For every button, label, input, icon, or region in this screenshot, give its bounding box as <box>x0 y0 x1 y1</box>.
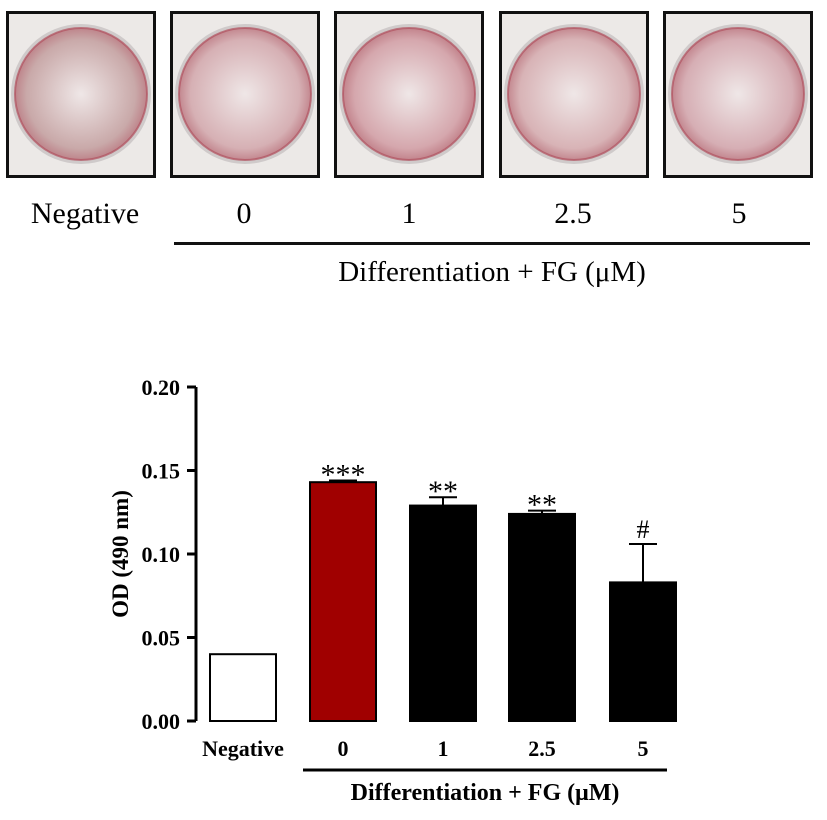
dish-photo-row <box>0 0 827 190</box>
dish-label-4: 2.5 <box>554 197 592 230</box>
y-tick-label-1: 0.05 <box>142 626 181 651</box>
photo-group-label: Differentiation + FG (μM) <box>338 256 646 288</box>
y-tick-label-3: 0.15 <box>142 459 181 484</box>
y-tick-label-0: 0.00 <box>142 709 181 734</box>
bar-2.5 <box>508 512 576 722</box>
dish-label-1: Negative <box>30 197 140 230</box>
od-bar-chart: 0.00 0.05 0.10 0.15 0.20 OD (490 nm) Negative *… <box>108 375 677 806</box>
bar-Negative <box>209 653 277 723</box>
bar-5 <box>609 581 677 722</box>
chart-group-label: Differentiation + FG (μM) <box>351 780 620 806</box>
y-axis-label: OD (490 nm) <box>108 490 133 618</box>
x-tick-label-1: 0 <box>338 736 349 761</box>
bar-1 <box>409 504 477 722</box>
dish-photo-1 <box>6 11 156 178</box>
x-tick-label-3: 2.5 <box>528 736 556 761</box>
dish-label-3: 1 <box>401 197 417 230</box>
significance-label-3: ** <box>527 489 557 522</box>
dish-photo-2 <box>170 11 320 178</box>
y-tick-label-4: 0.20 <box>142 375 181 400</box>
dish-photo-3 <box>334 11 484 178</box>
dish-photo-5 <box>663 11 813 178</box>
significance-label-4: # <box>637 515 650 544</box>
significance-label-1: *** <box>321 459 366 492</box>
dish-label-5: 5 <box>731 197 747 230</box>
dish-label-2: 0 <box>236 197 252 230</box>
x-tick-label-2: 1 <box>438 736 449 761</box>
photo-group-bracket <box>174 242 810 245</box>
y-tick-label-2: 0.10 <box>142 542 181 567</box>
dish-photo-4 <box>499 11 649 178</box>
bar-0 <box>309 481 377 722</box>
x-tick-label-4: 5 <box>638 736 649 761</box>
significance-label-2: ** <box>428 475 458 508</box>
x-tick-label-0: Negative <box>202 736 284 761</box>
